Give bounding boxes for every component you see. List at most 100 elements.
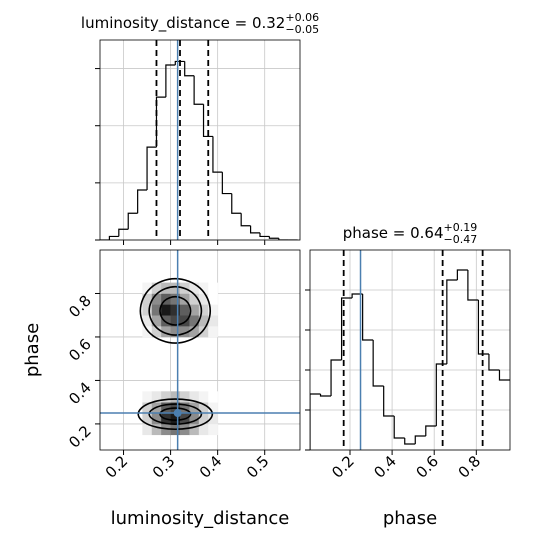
density-cell — [189, 315, 200, 327]
histogram-step — [202, 104, 213, 138]
density-cell — [189, 304, 200, 316]
density-cell — [151, 413, 162, 425]
density-cell — [198, 423, 209, 436]
y-axis-label: phase — [22, 323, 43, 377]
histogram-step — [498, 370, 510, 381]
density-cell — [189, 282, 200, 294]
contour — [139, 277, 212, 344]
histogram-step — [146, 146, 157, 190]
histogram-step — [249, 225, 260, 234]
histogram-step — [404, 438, 416, 445]
histogram-step — [137, 189, 148, 214]
histogram-step — [362, 294, 374, 341]
histogram-step — [278, 238, 289, 240]
title-sub: −0.47 — [444, 233, 478, 246]
density-cell — [142, 423, 153, 436]
density-cell — [142, 304, 153, 316]
contour — [148, 403, 203, 425]
histogram-step — [310, 393, 321, 450]
density-cell — [189, 293, 200, 305]
histogram-step — [330, 359, 342, 396]
x-axis-label: luminosity_distance — [111, 508, 290, 529]
density-cell — [180, 391, 190, 403]
density-cell — [198, 413, 209, 425]
histogram-step — [259, 232, 270, 238]
density-cell — [198, 326, 209, 338]
histogram-step — [393, 416, 405, 439]
density-cell — [151, 293, 162, 305]
density-cell — [208, 413, 218, 425]
title-sup: +0.06 — [285, 11, 319, 24]
panel-title: phase = 0.64+0.19 −0.47 — [343, 221, 478, 246]
density-cell — [170, 391, 181, 403]
histogram-step — [383, 386, 395, 417]
density-cell — [170, 293, 181, 305]
plot-area — [310, 250, 510, 450]
histogram-step — [240, 213, 251, 227]
density-cell — [151, 315, 162, 327]
density-cell — [180, 326, 190, 338]
density-cell — [151, 326, 162, 338]
histogram-step — [414, 435, 426, 444]
density-cell — [208, 315, 218, 327]
density-cell — [170, 304, 181, 316]
density-cell — [198, 293, 209, 305]
title-sup: +0.19 — [444, 221, 478, 234]
density-cell — [142, 391, 153, 403]
density-cell — [170, 282, 181, 294]
histogram-step — [221, 172, 232, 195]
histogram-step — [193, 75, 204, 105]
density-cell — [208, 293, 218, 305]
panel-title: luminosity_distance = 0.32+0.06 −0.05 — [81, 11, 319, 36]
plot-area — [100, 250, 300, 450]
histogram-step — [351, 293, 363, 298]
histogram-step — [127, 212, 138, 230]
density-cell — [198, 282, 209, 294]
density-cell — [151, 282, 162, 294]
density-cell — [208, 391, 218, 403]
plot-area — [100, 40, 298, 240]
density-cell — [170, 413, 181, 425]
density-cell — [161, 315, 171, 327]
density-cell — [161, 326, 171, 338]
density-cell — [198, 402, 209, 414]
density-cell — [180, 402, 190, 414]
histogram-step — [118, 228, 129, 237]
density-cell — [208, 326, 218, 338]
density-cell — [161, 402, 171, 414]
contour — [137, 398, 214, 431]
density-cell — [170, 326, 181, 338]
density-cell — [161, 391, 171, 403]
density-cell — [142, 413, 153, 425]
histogram-step — [231, 193, 242, 214]
density-cell — [208, 423, 218, 436]
density-cell — [198, 391, 209, 403]
histogram-step — [319, 394, 332, 397]
contour — [148, 285, 203, 336]
title-sub: −0.05 — [285, 23, 319, 36]
histogram-step — [456, 269, 468, 280]
density-cell — [189, 326, 200, 338]
density-cell — [142, 326, 153, 338]
histogram-step — [340, 297, 353, 360]
histogram-step — [425, 425, 437, 436]
panel-frame — [309, 249, 511, 451]
density-cell — [142, 293, 153, 305]
density-cell — [198, 315, 209, 327]
density-cell — [189, 413, 200, 425]
density-cell — [151, 391, 162, 403]
density-cell — [180, 423, 190, 436]
title-main: luminosity_distance = 0.32 — [81, 14, 285, 33]
histogram-step — [446, 279, 458, 364]
histogram-step — [165, 64, 176, 98]
histogram-step — [174, 60, 185, 65]
density-cell — [208, 402, 218, 414]
histogram-step — [108, 235, 119, 240]
density-cell — [208, 304, 218, 316]
histogram-step — [477, 300, 489, 355]
density-cell — [142, 315, 153, 327]
histogram-step — [467, 270, 479, 301]
density-cell — [198, 304, 209, 316]
